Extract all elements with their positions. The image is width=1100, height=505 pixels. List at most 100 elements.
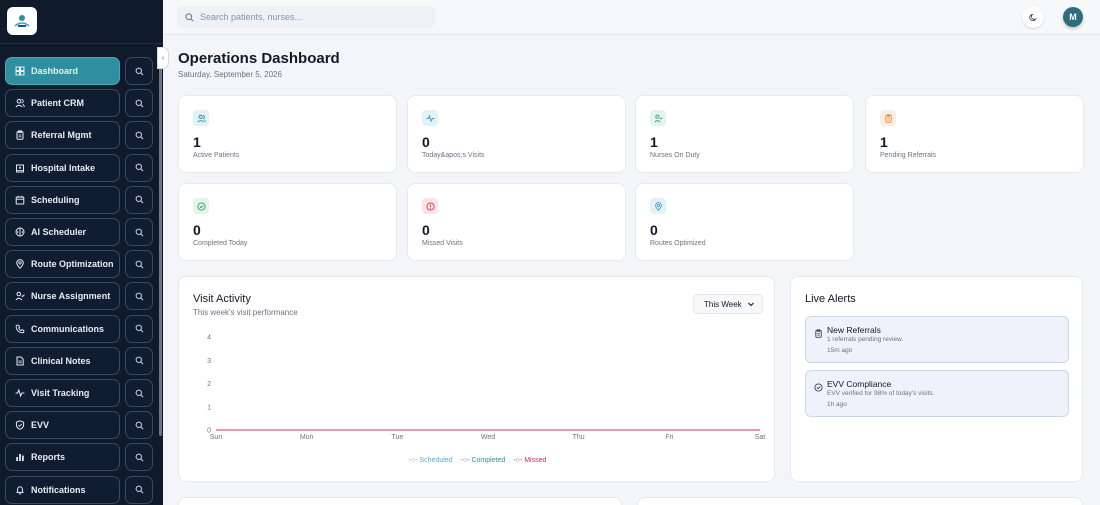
legend-label: Missed (524, 457, 547, 464)
stat-card[interactable]: 0 Today&apos;s Visits (407, 95, 626, 173)
clipboard-icon (16, 130, 24, 141)
user-check-icon (15, 292, 25, 301)
sidebar-search-button[interactable] (125, 314, 153, 343)
user-check-icon (15, 291, 25, 301)
search-icon (185, 12, 194, 22)
sidebar-item-label: Route Optimization (31, 259, 114, 270)
sidebar-item-visit-tracking[interactable]: Visit Tracking (5, 379, 120, 407)
sidebar-item-label: Patient CRM (31, 98, 85, 109)
clipboard-icon (15, 130, 25, 141)
legend-item[interactable]: -○- Completed (461, 457, 506, 464)
sidebar-search-button[interactable] (125, 250, 153, 279)
alert-title: New Referrals (827, 325, 881, 335)
sidebar-search-button[interactable] (125, 218, 153, 246)
sidebar-search-button[interactable] (125, 475, 153, 504)
sidebar-item-communications[interactable]: Communications (5, 314, 120, 343)
search-icon (135, 324, 143, 333)
clipboard-icon (815, 329, 822, 338)
legend-marker-icon: -○- (513, 457, 523, 464)
sidebar-search-button[interactable] (125, 57, 153, 85)
sidebar-row: Clinical Notes (5, 346, 155, 375)
stat-card[interactable]: 1 Nurses On Duty (635, 95, 854, 173)
sidebar-collapse-button[interactable]: ‹ (157, 47, 169, 69)
alert-item[interactable]: EVV Compliance EVV verified for 98% of to… (805, 370, 1069, 417)
sidebar-search-button[interactable] (125, 153, 153, 182)
global-search[interactable] (177, 6, 435, 28)
activity-icon (15, 388, 25, 398)
stat-card[interactable]: 0 Missed Visits (407, 183, 626, 261)
sidebar-row: Nurse Assignment (5, 282, 155, 311)
alert-time: 15m ago (827, 347, 853, 354)
bar-chart-icon (15, 452, 25, 462)
y-tick-label: 4 (207, 335, 211, 342)
search-icon (135, 356, 143, 365)
sidebar-item-route-optimization[interactable]: Route Optimization (5, 250, 120, 279)
legend-item[interactable]: -○- Scheduled (409, 457, 453, 464)
chart-subtitle: This week's visit performance (193, 308, 298, 317)
calendar-icon (15, 195, 25, 205)
legend-marker-icon: -○- (408, 457, 418, 464)
sidebar-item-evv[interactable]: EVV (5, 411, 120, 440)
sidebar-search-button[interactable] (125, 346, 153, 375)
clinic-logo-icon (14, 15, 30, 27)
sidebar-item-referral-mgmt[interactable]: Referral Mgmt (5, 121, 120, 150)
legend-item[interactable]: -○- Missed (513, 457, 546, 464)
stat-icon (193, 110, 209, 126)
moon-icon (1028, 13, 1037, 21)
stat-card[interactable]: 0 Routes Optimized (635, 183, 854, 261)
sidebar-search-button[interactable] (125, 282, 153, 311)
search-input[interactable] (200, 12, 420, 22)
sidebar-item-nurse-assignment[interactable]: Nurse Assignment (5, 282, 120, 311)
sidebar-search-button[interactable] (125, 89, 153, 118)
stat-icon (422, 198, 438, 214)
y-tick-label: 1 (207, 404, 211, 411)
page-title: Operations Dashboard (178, 50, 340, 67)
search-icon (135, 421, 143, 430)
search-icon (135, 260, 143, 269)
alert-time: 1h ago (827, 401, 847, 408)
bottom-card-left (178, 497, 622, 505)
user-avatar[interactable]: M (1063, 7, 1083, 27)
sidebar-search-button[interactable] (125, 443, 153, 472)
bell-icon (15, 485, 25, 495)
brain-icon (15, 227, 25, 237)
x-tick-label: Mon (300, 434, 314, 441)
sidebar-search-button[interactable] (125, 411, 153, 440)
theme-toggle-button[interactable] (1022, 6, 1044, 28)
stat-card[interactable]: 0 Completed Today (178, 183, 397, 261)
x-tick-label: Fri (665, 434, 674, 441)
sidebar-scrollbar[interactable] (159, 48, 162, 436)
stat-label: Routes Optimized (650, 240, 706, 247)
range-select-value: This Week (704, 299, 742, 309)
sidebar-item-hospital-intake[interactable]: Hospital Intake (5, 153, 120, 182)
clinic-logo[interactable] (7, 7, 37, 35)
sidebar-search-button[interactable] (125, 379, 153, 407)
search-icon (135, 292, 143, 301)
sidebar-item-scheduling[interactable]: Scheduling (5, 185, 120, 214)
sidebar-item-label: Notifications (31, 484, 86, 495)
stat-card[interactable]: 1 Pending Referrals (865, 95, 1084, 173)
x-tick-label: Sun (210, 434, 223, 441)
sidebar-item-dashboard[interactable]: Dashboard (5, 57, 120, 85)
sidebar-item-reports[interactable]: Reports (5, 443, 120, 472)
search-icon (135, 228, 143, 236)
sidebar: Dashboard Patient CRM Referral Mgmt Hospita… (0, 0, 163, 505)
range-select[interactable]: This Week (693, 294, 763, 314)
stat-label: Today&apos;s Visits (422, 152, 485, 159)
sidebar-search-button[interactable] (125, 185, 153, 214)
sidebar-row: Patient CRM (5, 89, 155, 118)
check-circle-icon (814, 383, 823, 392)
sidebar-search-button[interactable] (125, 121, 153, 150)
sidebar-item-label: Scheduling (31, 194, 80, 205)
sidebar-item-clinical-notes[interactable]: Clinical Notes (5, 346, 120, 375)
stat-card[interactable]: 1 Active Patients (178, 95, 397, 173)
alert-item[interactable]: New Referrals 1 referrals pending review.… (805, 316, 1069, 363)
sidebar-item-notifications[interactable]: Notifications (5, 475, 120, 504)
stat-value: 0 (422, 222, 430, 238)
stat-label: Nurses On Duty (650, 152, 700, 159)
page-date: Saturday, September 5, 2026 (178, 70, 282, 79)
bell-icon (16, 485, 24, 495)
activity-icon (15, 388, 25, 398)
sidebar-item-patient-crm[interactable]: Patient CRM (5, 89, 120, 118)
sidebar-item-ai-scheduler[interactable]: AI Scheduler (5, 218, 120, 246)
